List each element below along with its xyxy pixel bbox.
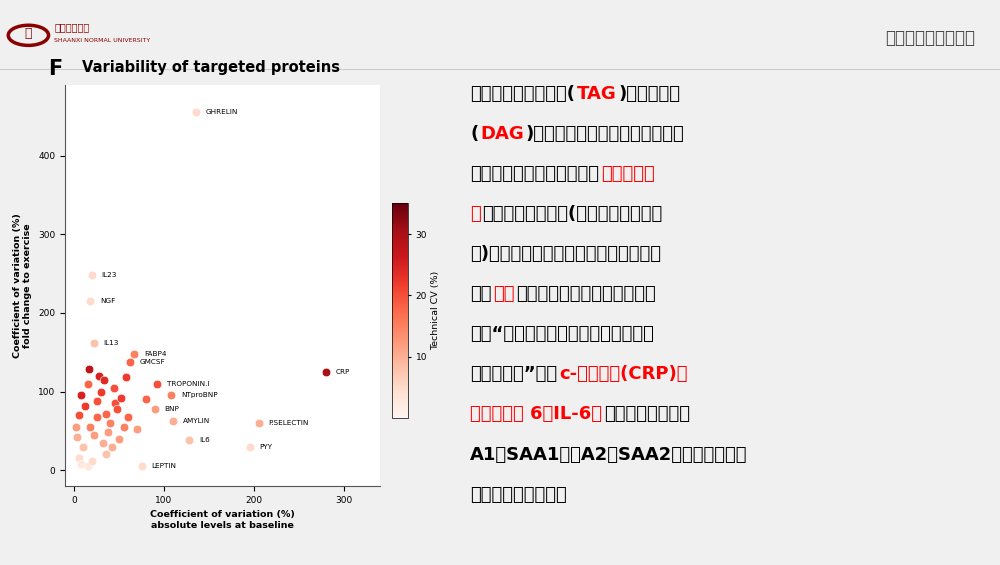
Point (77, 401, 93, 410)
Point (104, 442, 120, 451)
Point (138, 395, 154, 404)
Point (69, 433, 85, 442)
Point (80, 462, 96, 471)
Point (86, 431, 102, 440)
Point (75, 442, 91, 451)
Text: (: ( (470, 125, 479, 143)
Text: 包括“先天免疫细胞和适应性免疫细胞: 包括“先天免疫细胞和适应性免疫细胞 (470, 325, 654, 344)
Text: SHAANXI NORMAL UNIVERSITY: SHAANXI NORMAL UNIVERSITY (54, 38, 151, 43)
Point (82, 297, 98, 306)
Text: 炎症: 炎症 (493, 285, 515, 303)
Text: TAG: TAG (577, 85, 617, 103)
Point (70, 411, 86, 420)
Text: 之间的通信”等。: 之间的通信”等。 (470, 366, 557, 384)
Text: 陰: 陰 (25, 27, 32, 40)
Y-axis label: Coefficient of variation (%)
fold change to exercise: Coefficient of variation (%) fold change… (13, 213, 32, 358)
Text: DAG: DAG (480, 125, 524, 143)
Point (122, 357, 138, 366)
Text: GMCSF: GMCSF (140, 359, 165, 364)
Point (250, 419, 266, 428)
Text: 现，: 现， (470, 285, 492, 303)
Text: 在脂类中，甄油三酯(: 在脂类中，甄油三酯( (470, 85, 575, 103)
Point (113, 393, 129, 402)
Text: TROPONIN.I: TROPONIN.I (167, 381, 209, 386)
Point (73, 391, 89, 400)
Point (318, 367, 334, 376)
Text: BNP: BNP (165, 406, 180, 412)
Text: 白细胞介素 6（IL-6）: 白细胞介素 6（IL-6） (470, 406, 602, 423)
Text: 哚)。使用可变转录本进行的富集分析发: 哚)。使用可变转录本进行的富集分析发 (470, 245, 661, 263)
Point (82, 423, 98, 432)
Point (88, 412, 105, 421)
Text: PYY: PYY (259, 444, 272, 450)
Text: IL13: IL13 (104, 340, 119, 346)
Text: c-反应蛋白(CRP)、: c-反应蛋白(CRP)、 (559, 366, 687, 384)
Point (134, 462, 150, 471)
Text: AMYLIN: AMYLIN (183, 419, 210, 424)
Point (70, 454, 86, 463)
Point (91, 371, 107, 380)
Point (242, 442, 258, 451)
Text: FABP4: FABP4 (144, 351, 167, 357)
Point (126, 349, 142, 358)
Text: IL23: IL23 (102, 272, 117, 278)
Point (181, 436, 197, 445)
Point (147, 405, 163, 414)
Point (118, 373, 134, 382)
Point (129, 425, 145, 434)
Point (84, 456, 100, 465)
Text: NGF: NGF (100, 298, 115, 304)
Text: 最易变的生物学过程，其通路: 最易变的生物学过程，其通路 (516, 285, 656, 303)
Point (68, 423, 84, 432)
Point (98, 450, 113, 459)
Point (86, 338, 102, 347)
Point (80, 379, 96, 388)
Point (81, 365, 97, 374)
Text: P.SELECTIN: P.SELECTIN (268, 420, 309, 426)
Text: Variability of targeted proteins: Variability of targeted proteins (82, 60, 340, 76)
Point (73, 459, 89, 468)
Text: 运动科学与科学运动: 运动科学与科学运动 (885, 29, 975, 47)
Text: A1（SAA1）和A2（SAA2）的变异性进一: A1（SAA1）和A2（SAA2）的变异性进一 (470, 446, 748, 463)
Text: 外源性小分: 外源性小分 (601, 165, 655, 183)
Text: 子: 子 (470, 205, 481, 223)
Text: NTproBNP: NTproBNP (181, 393, 218, 398)
Text: )的种类变化最多。同样，从环境: )的种类变化最多。同样，从环境 (525, 125, 684, 143)
Point (163, 391, 179, 400)
Point (120, 412, 136, 421)
Point (165, 417, 181, 426)
Point (115, 423, 132, 432)
Text: )和二甄油酯: )和二甄油酯 (618, 85, 680, 103)
Text: IL6: IL6 (199, 437, 210, 444)
Point (98, 409, 113, 418)
Text: 和血清淠粉样蛋白: 和血清淠粉样蛋白 (604, 406, 690, 423)
Text: 是最易变的代谢物(如次生胆汁酸和吱: 是最易变的代谢物(如次生胆汁酸和吱 (483, 205, 663, 223)
Y-axis label: Technical CV (%): Technical CV (%) (431, 271, 440, 350)
Point (106, 383, 122, 392)
Point (93, 387, 109, 396)
Point (149, 379, 165, 388)
Point (96, 375, 112, 384)
Point (84, 271, 100, 280)
Text: F: F (48, 59, 62, 79)
X-axis label: Coefficient of variation (%)
absolute levels at baseline: Coefficient of variation (%) absolute le… (150, 510, 295, 529)
Text: 中获得的或微生物组产生的: 中获得的或微生物组产生的 (470, 165, 599, 183)
Point (88, 397, 105, 406)
Text: 陕西师范大学: 陕西师范大学 (54, 23, 90, 33)
Text: GHRELIN: GHRELIN (205, 109, 238, 115)
Point (102, 419, 118, 428)
Point (109, 405, 125, 414)
Point (111, 434, 127, 443)
Point (100, 428, 116, 437)
Text: 步支持了这一观点。: 步支持了这一观点。 (470, 485, 567, 503)
Text: LEPTIN: LEPTIN (151, 463, 176, 470)
Point (95, 438, 111, 447)
Text: CRP: CRP (336, 369, 350, 375)
Point (188, 108, 204, 117)
Point (107, 399, 122, 408)
